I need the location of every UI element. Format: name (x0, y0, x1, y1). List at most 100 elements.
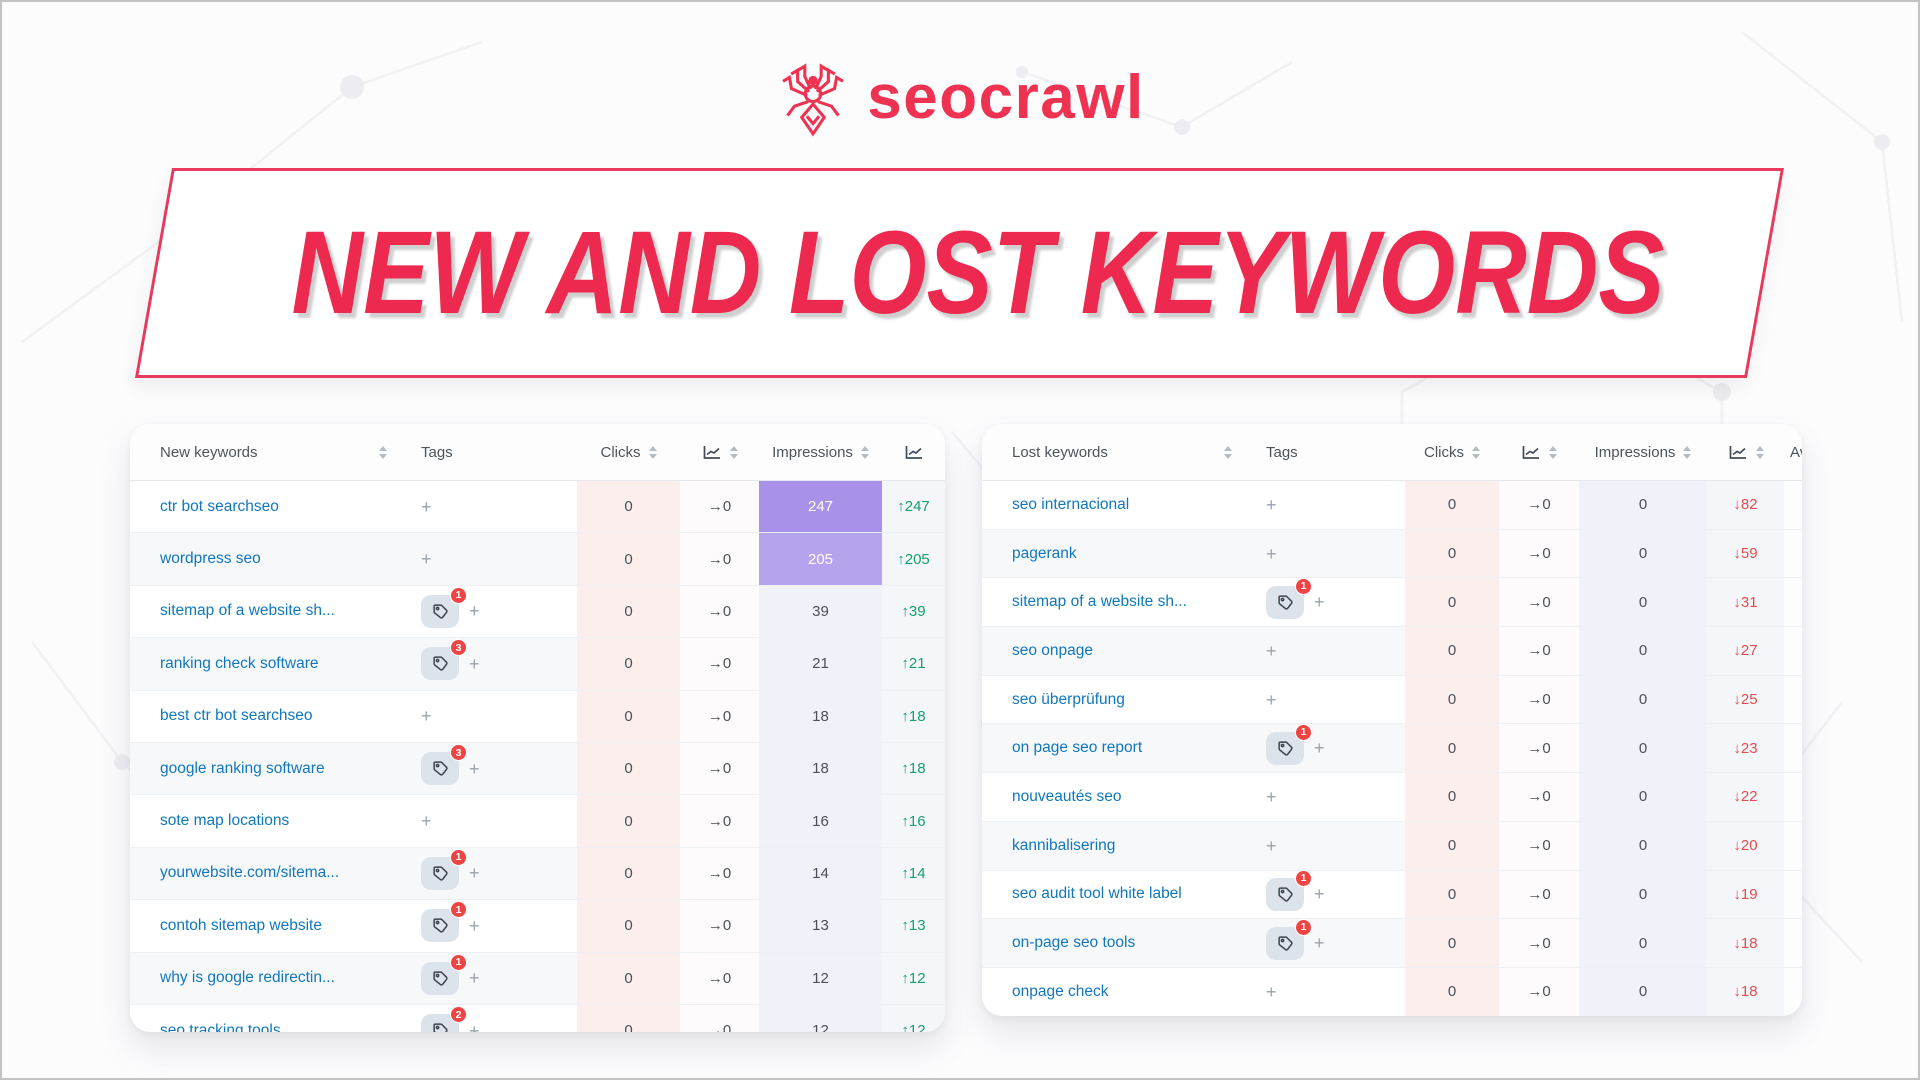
keyword-link[interactable]: ranking check software (160, 654, 319, 672)
page-title: NEW AND LOST KEYWORDS (291, 207, 1665, 339)
add-tag-button[interactable]: + (1266, 786, 1277, 807)
sort-caret-icon[interactable] (1549, 445, 1557, 459)
sort-caret-icon[interactable] (1224, 445, 1232, 459)
column-header-lost-keywords[interactable]: Lost keywords (982, 424, 1242, 480)
add-tag-button[interactable]: + (469, 968, 480, 989)
keyword-link[interactable]: why is google redirectin... (160, 969, 335, 987)
table-body: seo internacional + 0 →0 0 ↓82 pagerank … (982, 481, 1802, 1016)
tag-icon (1277, 595, 1293, 610)
column-header-clicks-trend[interactable] (1499, 424, 1579, 480)
column-header-tags[interactable]: Tags (1242, 424, 1405, 480)
column-header-clicks[interactable]: Clicks (577, 424, 680, 480)
keyword-link[interactable]: wordpress seo (160, 550, 261, 568)
keyword-link[interactable]: on page seo report (1012, 739, 1143, 757)
column-header-clicks-trend[interactable] (680, 424, 759, 480)
add-tag-button[interactable]: + (469, 758, 480, 779)
tag-chip[interactable]: 1 (421, 586, 467, 628)
keyword-link[interactable]: yourwebsite.com/sitema... (160, 864, 340, 882)
average-position-cell (1784, 870, 1802, 919)
keyword-cell: yourwebsite.com/sitema... (130, 847, 397, 900)
keyword-link[interactable]: sitemap of a website sh... (1012, 593, 1187, 611)
add-tag-button[interactable]: + (421, 811, 432, 832)
keyword-link[interactable]: pagerank (1012, 544, 1077, 562)
clicks-value: 0 (1405, 919, 1499, 967)
keyword-link[interactable]: seo internacional (1012, 495, 1130, 513)
keyword-link[interactable]: seo tracking tools (160, 1021, 281, 1032)
tag-chip[interactable]: 1 (421, 953, 467, 995)
keyword-cell: ranking check software (130, 638, 397, 690)
add-tag-button[interactable]: + (1266, 981, 1277, 1002)
keyword-link[interactable]: best ctr bot searchseo (160, 707, 313, 725)
keyword-link[interactable]: nouveautés seo (1012, 787, 1122, 805)
impressions-value: 12 (759, 952, 882, 1004)
keyword-link[interactable]: google ranking software (160, 759, 325, 777)
add-tag-button[interactable]: + (1266, 640, 1277, 661)
impressions-change: ↓82 (1707, 481, 1784, 529)
column-header-tags[interactable]: Tags (397, 424, 577, 480)
column-header-impressions[interactable]: Impressions (759, 424, 882, 480)
sort-caret-icon[interactable] (1755, 445, 1764, 459)
add-tag-button[interactable]: + (1314, 933, 1325, 954)
tag-chip[interactable]: 1 (1266, 577, 1312, 619)
keyword-link[interactable]: ctr bot searchseo (160, 497, 279, 515)
clicks-value: 0 (577, 900, 680, 952)
keyword-link[interactable]: sitemap of a website sh... (160, 602, 335, 620)
add-tag-button[interactable]: + (1314, 884, 1325, 905)
add-tag-button[interactable]: + (1266, 689, 1277, 710)
tag-icon (432, 1023, 448, 1032)
add-tag-button[interactable]: + (469, 601, 480, 622)
sort-caret-icon[interactable] (379, 445, 387, 459)
clicks-value: 0 (1405, 724, 1499, 773)
tag-chip[interactable]: 1 (1266, 918, 1312, 960)
sort-caret-icon[interactable] (1683, 445, 1692, 459)
sort-caret-icon[interactable] (648, 445, 657, 459)
impressions-change: ↑18 (882, 690, 945, 742)
sort-caret-icon[interactable] (1472, 445, 1480, 459)
column-header-average[interactable]: Av (1784, 424, 1802, 480)
add-tag-button[interactable]: + (421, 496, 432, 517)
add-tag-button[interactable]: + (1266, 543, 1277, 564)
impressions-value: 0 (1579, 967, 1707, 1016)
tag-chip[interactable]: 1 (1266, 723, 1312, 765)
keyword-link[interactable]: seo überprüfung (1012, 690, 1125, 708)
add-tag-button[interactable]: + (469, 915, 480, 936)
average-position-cell (1784, 578, 1802, 627)
keyword-link[interactable]: contoh sitemap website (160, 916, 322, 934)
clicks-value: 0 (577, 1004, 680, 1032)
column-header-new-keywords[interactable]: New keywords (130, 424, 397, 480)
tags-cell: 1 + (397, 847, 577, 900)
add-tag-button[interactable]: + (1266, 494, 1277, 515)
tag-count-badge: 1 (1295, 723, 1312, 741)
add-tag-button[interactable]: + (421, 549, 432, 570)
tag-chip[interactable]: 1 (421, 901, 467, 943)
tag-chip[interactable]: 2 (421, 1006, 467, 1032)
tag-chip[interactable]: 1 (1266, 869, 1312, 911)
column-header-impressions[interactable]: Impressions (1579, 424, 1707, 480)
add-tag-button[interactable]: + (1314, 738, 1325, 759)
impressions-change: ↑39 (882, 585, 945, 638)
impressions-value: 18 (759, 742, 882, 795)
keyword-link[interactable]: seo audit tool white label (1012, 885, 1182, 903)
tag-chip[interactable]: 3 (421, 744, 467, 786)
tag-chip[interactable]: 3 (421, 639, 467, 681)
add-tag-button[interactable]: + (1314, 592, 1325, 613)
add-tag-button[interactable]: + (469, 1020, 480, 1032)
keyword-link[interactable]: kannibalisering (1012, 836, 1116, 854)
sort-caret-icon[interactable] (860, 445, 869, 459)
add-tag-button[interactable]: + (469, 863, 480, 884)
column-header-impressions-trend[interactable] (1707, 424, 1784, 480)
add-tag-button[interactable]: + (421, 706, 432, 727)
sort-caret-icon[interactable] (729, 445, 738, 459)
impressions-value: 0 (1579, 627, 1707, 675)
keyword-cell: sitemap of a website sh... (130, 586, 397, 637)
keyword-link[interactable]: onpage check (1012, 982, 1109, 1000)
add-tag-button[interactable]: + (469, 653, 480, 674)
keyword-link[interactable]: on-page seo tools (1012, 934, 1136, 952)
keyword-link[interactable]: seo onpage (1012, 641, 1094, 659)
keyword-link[interactable]: sote map locations (160, 812, 290, 830)
add-tag-button[interactable]: + (1266, 835, 1277, 856)
tag-chip[interactable]: 1 (421, 848, 467, 890)
column-header-clicks[interactable]: Clicks (1405, 424, 1499, 480)
table-row: why is google redirectin... 1 + 0 →0 12 … (130, 952, 945, 1005)
column-header-impressions-trend[interactable] (882, 424, 945, 480)
